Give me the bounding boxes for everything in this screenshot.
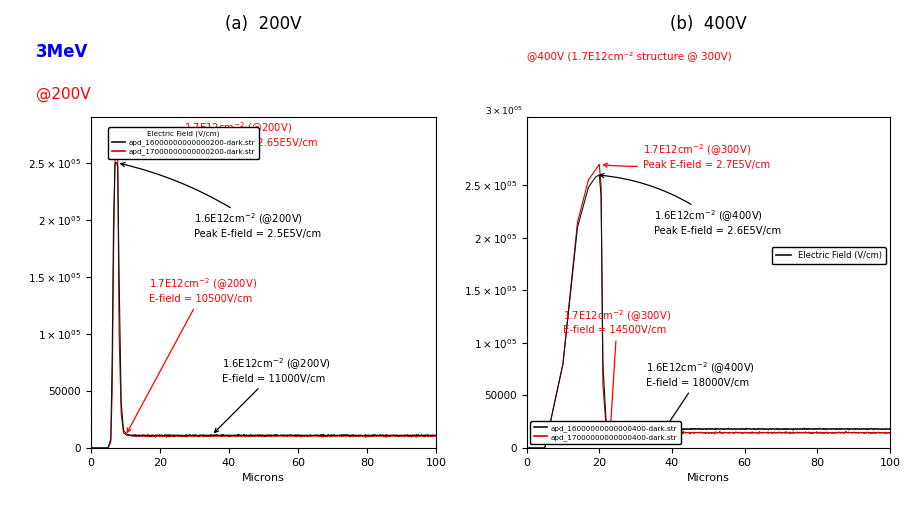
Text: $3\times10^{05}$: $3\times10^{05}$ [485, 105, 523, 117]
Text: 1.7E12cm$^{-2}$ (@300V)
Peak E-field = 2.7E5V/cm: 1.7E12cm$^{-2}$ (@300V) Peak E-field = 2… [604, 143, 770, 169]
X-axis label: Microns: Microns [242, 473, 285, 483]
Text: (a)  200V: (a) 200V [225, 15, 301, 33]
Text: @200V: @200V [36, 87, 91, 102]
Text: 1.6E12cm$^{-2}$ (@200V)
Peak E-field = 2.5E5V/cm: 1.6E12cm$^{-2}$ (@200V) Peak E-field = 2… [121, 162, 321, 239]
Text: @400V (1.7E12cm⁻² structure @ 300V): @400V (1.7E12cm⁻² structure @ 300V) [527, 51, 731, 61]
X-axis label: Microns: Microns [686, 473, 730, 483]
Text: (b)  400V: (b) 400V [670, 15, 746, 33]
Text: 3MeV: 3MeV [36, 43, 89, 61]
Text: 1.7E12cm$^{-2}$ (@200V)
E-field = 10500V/cm: 1.7E12cm$^{-2}$ (@200V) E-field = 10500V… [127, 277, 258, 432]
Legend: apd_16000000000000200-dark.str, apd_17000000000000200-dark.str: apd_16000000000000200-dark.str, apd_1700… [108, 127, 259, 159]
Text: 1.6E12cm$^{-2}$ (@400V)
Peak E-field = 2.6E5V/cm: 1.6E12cm$^{-2}$ (@400V) Peak E-field = 2… [600, 174, 781, 236]
Text: 1.7E12cm$^{-2}$ (@300V)
E-field = 14500V/cm: 1.7E12cm$^{-2}$ (@300V) E-field = 14500V… [563, 308, 671, 429]
Legend: apd_16000000000000400-dark.str, apd_17000000000000400-dark.str: apd_16000000000000400-dark.str, apd_1700… [530, 421, 681, 444]
Text: 1.7E12cm$^{-2}$ (@200V)
Peak E-field = 2.65E5V/cm: 1.7E12cm$^{-2}$ (@200V) Peak E-field = 2… [121, 121, 318, 149]
Text: 1.6E12cm$^{-2}$ (@400V)
E-field = 18000V/cm: 1.6E12cm$^{-2}$ (@400V) E-field = 18000V… [646, 361, 755, 426]
Text: 1.6E12cm$^{-2}$ (@200V)
E-field = 11000V/cm: 1.6E12cm$^{-2}$ (@200V) E-field = 11000V… [214, 357, 331, 433]
